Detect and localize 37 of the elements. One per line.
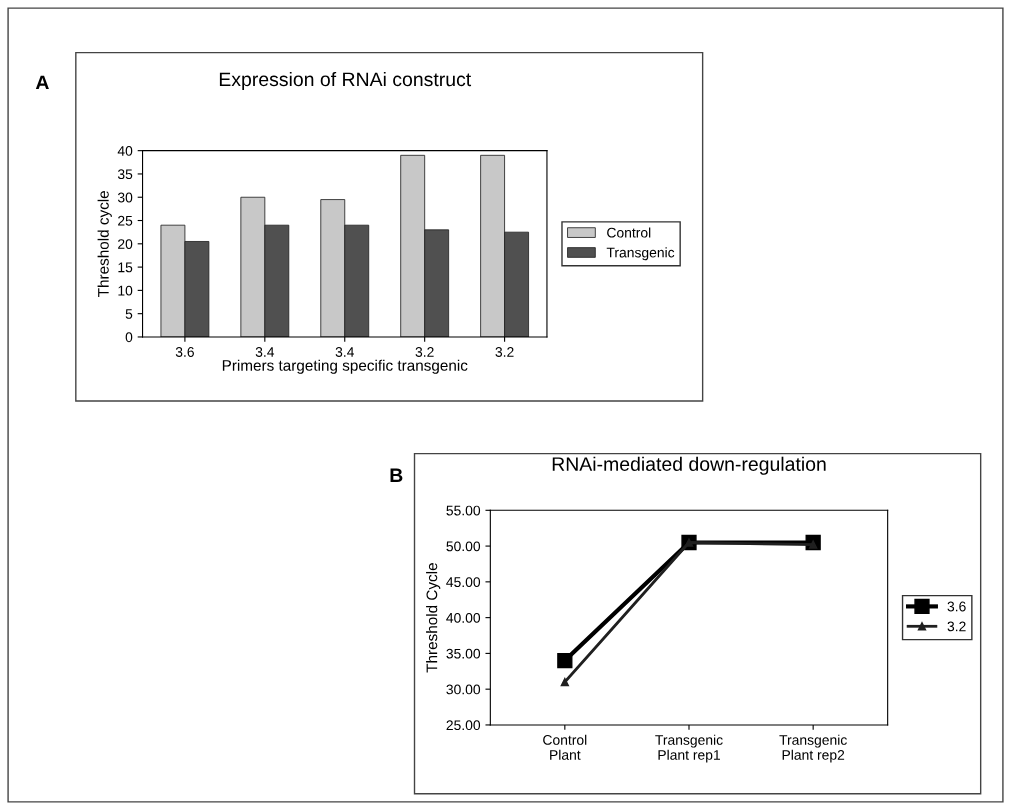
legend-label: Transgenic <box>606 247 675 261</box>
x-tick-label: 3.4 <box>335 347 354 357</box>
y-axis-title: Threshold Cycle <box>426 563 441 673</box>
y-tick-label: 30 <box>117 192 133 203</box>
y-tick-label: 40 <box>117 145 133 156</box>
legend-label: Control <box>607 227 651 238</box>
y-tick-label: 35.00 <box>446 648 481 659</box>
x-tick-label: 3.2 <box>495 347 514 357</box>
y-axis-title: Threshold cycle <box>97 190 112 297</box>
y-tick-label: 50.00 <box>446 541 481 552</box>
y-tick-label: 35 <box>117 169 133 180</box>
legend-label: 3.6 <box>947 601 966 612</box>
y-tick-label: 40.00 <box>446 612 481 623</box>
y-tick-label: 55.00 <box>446 505 481 516</box>
x-tick-label: 3.6 <box>175 347 194 357</box>
text: A <box>35 75 49 90</box>
text: B <box>390 468 403 482</box>
y-tick-label: 5 <box>125 309 133 319</box>
chart-title: RNAi-mediated down-regulation <box>552 456 826 475</box>
y-tick-label: 0 <box>125 332 133 343</box>
x-tick-label: Transgenic Plant rep2 <box>779 734 847 763</box>
point <box>560 677 570 687</box>
y-tick-label: 30.00 <box>446 684 481 695</box>
y-tick-label: 45.00 <box>446 577 481 588</box>
y-tick-label: 15 <box>118 262 133 273</box>
y-tick-label: 25 <box>118 215 133 226</box>
legend-label: 3.2 <box>947 621 966 632</box>
x-tick-label: Control Plant <box>543 734 587 760</box>
y-tick-label: 25.00 <box>446 720 481 731</box>
x-tick-label: 3.4 <box>255 347 275 357</box>
point <box>557 652 573 669</box>
x-tick-label: Transgenic Plant rep1 <box>655 734 723 763</box>
x-axis-title: Primers targeting specific transgenic <box>222 359 468 374</box>
chart-title: Expression of RNAi construct <box>219 71 472 91</box>
y-tick-label: 10 <box>118 285 133 296</box>
y-tick-label: 20 <box>118 239 133 249</box>
x-tick-label: 3.2 <box>415 347 434 357</box>
